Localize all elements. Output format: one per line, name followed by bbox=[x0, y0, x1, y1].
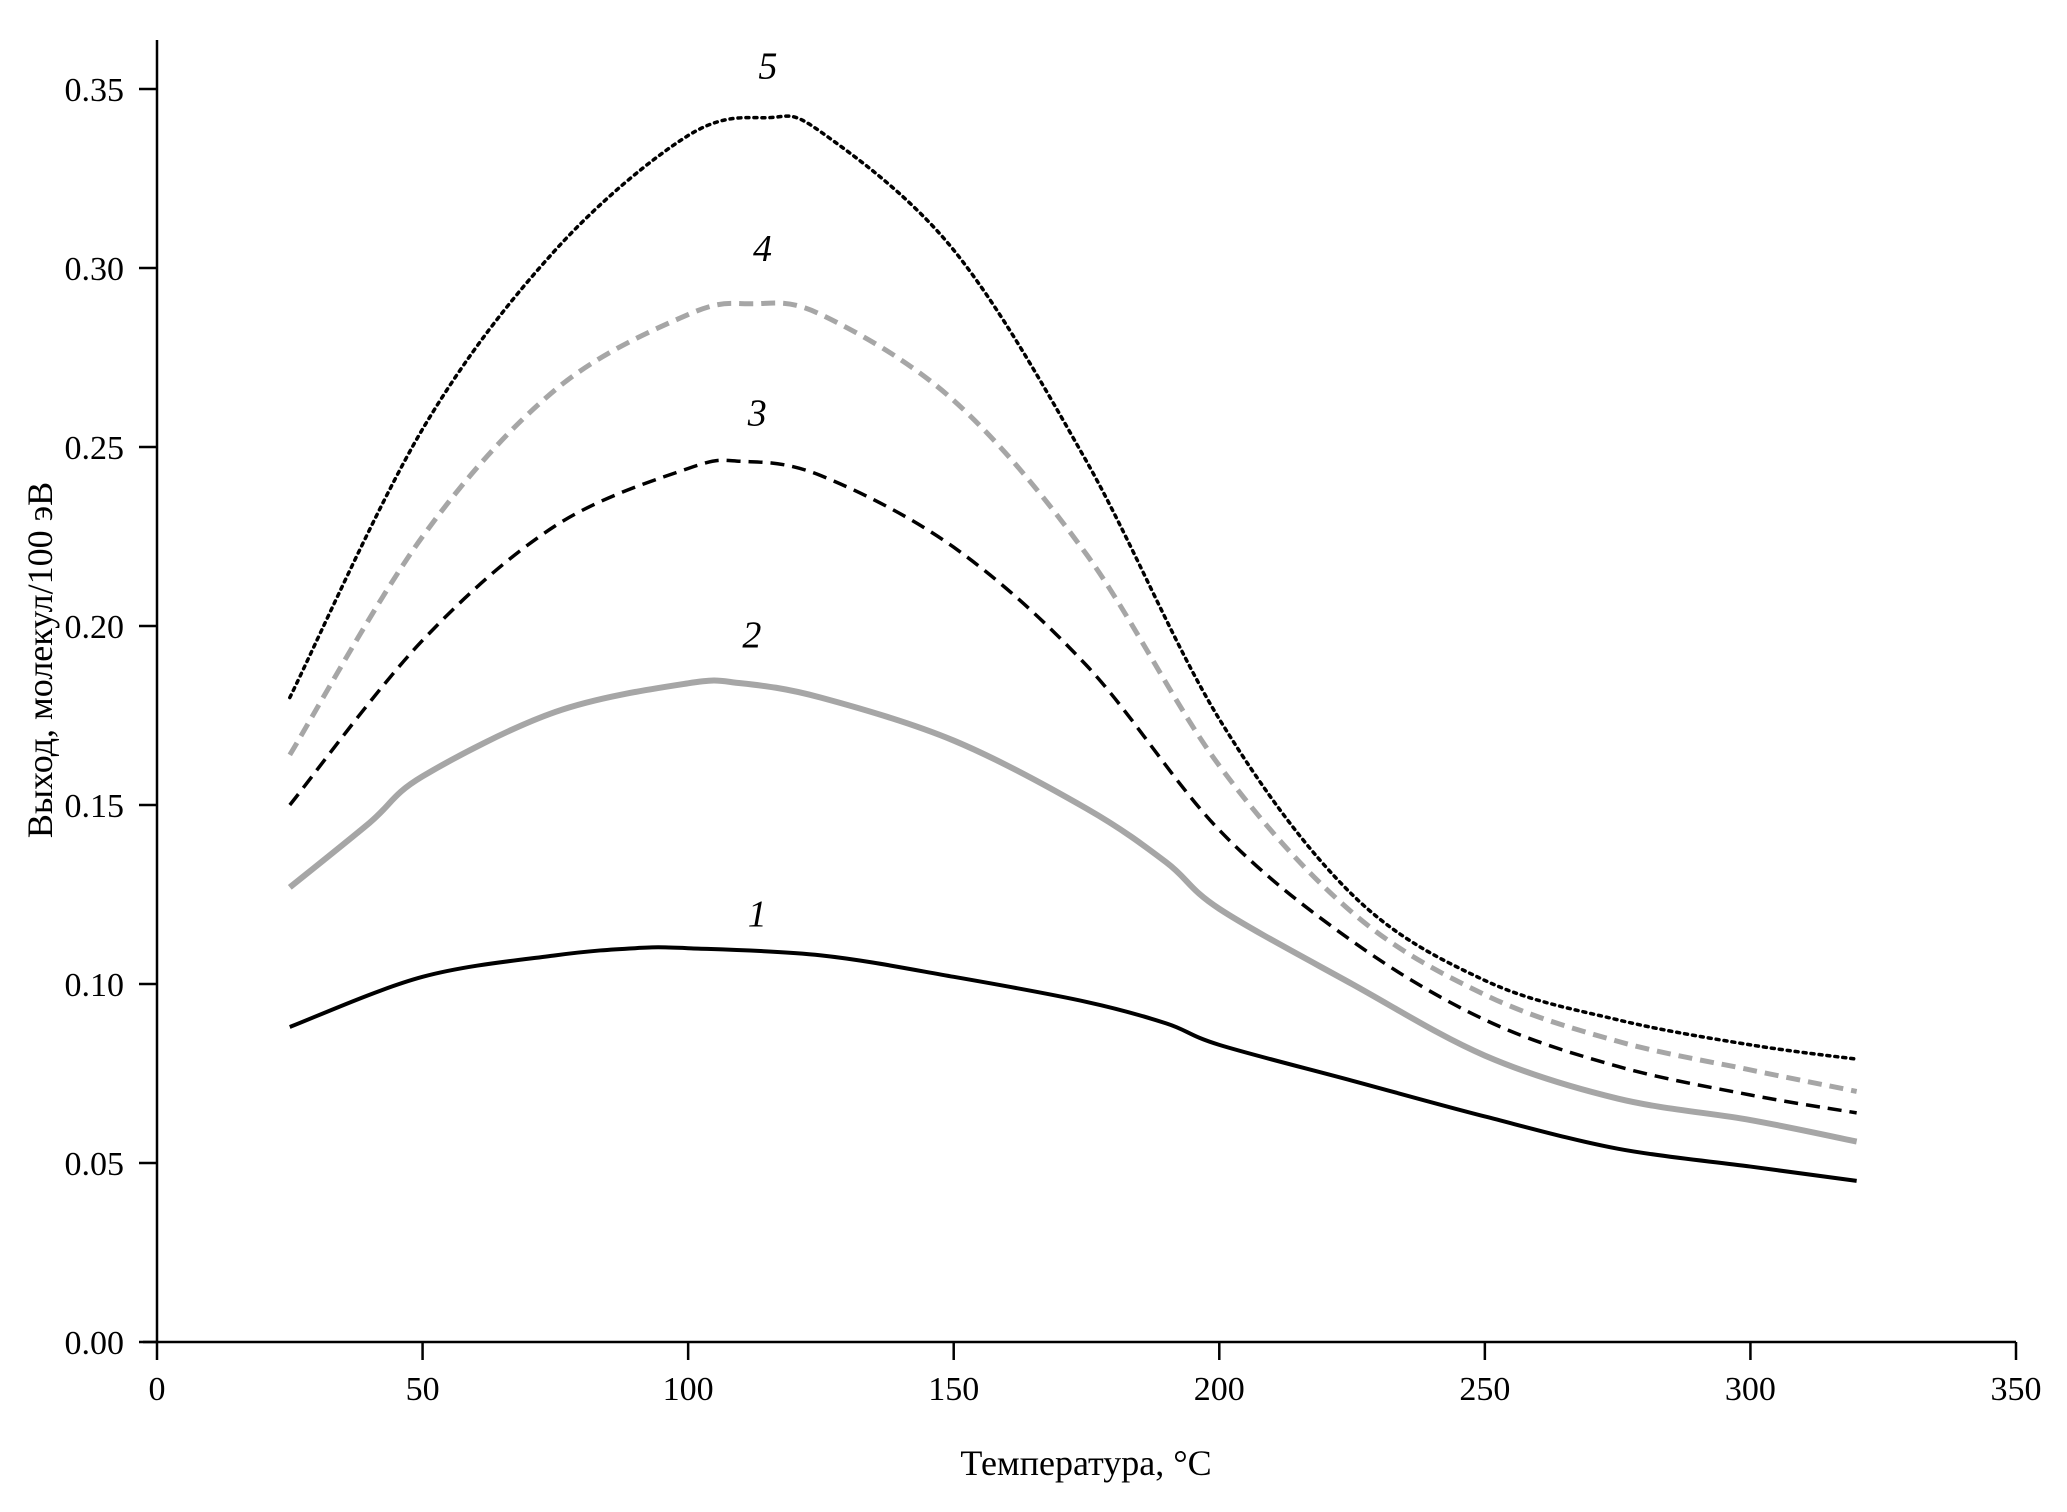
x-tick-label: 0 bbox=[149, 1371, 166, 1408]
y-tick-label: 0.30 bbox=[65, 251, 125, 288]
y-tick-label: 0.35 bbox=[65, 72, 125, 109]
x-tick-label: 250 bbox=[1459, 1371, 1510, 1408]
curve-label-4: 4 bbox=[753, 228, 772, 270]
x-tick-label: 350 bbox=[1991, 1371, 2042, 1408]
curve-label-5: 5 bbox=[758, 45, 777, 87]
y-tick-label: 0.20 bbox=[65, 609, 125, 646]
curves bbox=[287, 114, 1859, 1183]
y-tick-label: 0.05 bbox=[65, 1146, 125, 1183]
curve-labels: 1 2 3 4 5 bbox=[742, 45, 777, 935]
curve-label-2: 2 bbox=[742, 614, 761, 656]
x-tick-label: 200 bbox=[1194, 1371, 1245, 1408]
x-tick-label: 300 bbox=[1725, 1371, 1776, 1408]
series-3-line bbox=[288, 458, 1857, 1115]
y-tick-label: 0.00 bbox=[65, 1325, 125, 1362]
y-axis-title: Выход, молекул/100 эВ bbox=[20, 482, 60, 838]
curve-label-3: 3 bbox=[747, 393, 767, 435]
series-4-line bbox=[287, 300, 1858, 1094]
series-5-line bbox=[288, 114, 1859, 1061]
x-axis-title: Температура, °C bbox=[960, 1443, 1211, 1483]
series-2-line bbox=[287, 677, 1858, 1145]
y-tick-label: 0.10 bbox=[65, 967, 125, 1004]
curve-label-1: 1 bbox=[748, 894, 767, 936]
x-tick-label: 50 bbox=[406, 1371, 440, 1408]
y-tick-label: 0.25 bbox=[65, 430, 125, 467]
axes: 0 50 100 150 200 250 300 350 0.00 0.05 0.10 0.15 0.2… bbox=[65, 40, 2042, 1408]
x-tick-label: 100 bbox=[663, 1371, 714, 1408]
x-tick-label: 150 bbox=[928, 1371, 979, 1408]
series-1-line bbox=[289, 945, 1857, 1183]
y-tick-label: 0.15 bbox=[65, 788, 125, 825]
